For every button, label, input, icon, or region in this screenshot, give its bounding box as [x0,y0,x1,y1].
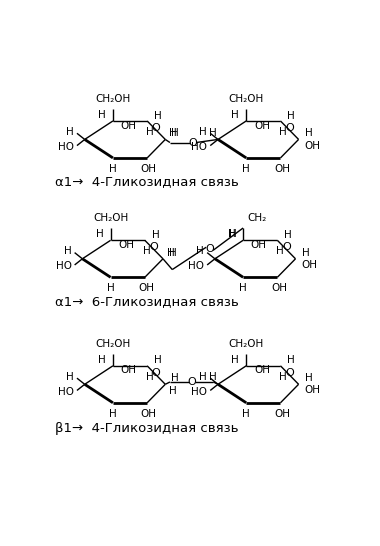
Text: H: H [98,110,106,120]
Text: H: H [209,372,217,382]
Text: H: H [169,248,177,258]
Text: α1→  6-Гликозидная связь: α1→ 6-Гликозидная связь [55,295,239,307]
Text: HO: HO [188,262,204,271]
Text: H: H [229,229,237,239]
Text: H: H [169,386,177,396]
Text: HO: HO [55,262,71,271]
Text: O: O [189,138,198,147]
Text: H: H [284,230,292,240]
Text: OH: OH [141,164,157,174]
Text: H: H [200,372,207,382]
Text: H: H [231,355,239,365]
Text: HO: HO [58,387,74,397]
Text: β1→  4-Гликозидная связь: β1→ 4-Гликозидная связь [55,423,239,436]
Text: CH₂OH: CH₂OH [93,213,128,223]
Text: OH: OH [305,385,321,395]
Text: OH: OH [302,260,318,270]
Text: H: H [107,283,114,293]
Text: H: H [196,246,204,256]
Text: OH: OH [305,141,321,151]
Text: H: H [228,229,236,239]
Text: H: H [209,128,217,138]
Text: OH: OH [271,283,287,293]
Text: H: H [146,127,154,137]
Text: H: H [109,409,117,419]
Text: H: H [287,355,295,365]
Text: OH: OH [274,164,290,174]
Text: O: O [152,123,161,133]
Text: OH: OH [141,409,157,419]
Text: OH: OH [254,121,270,130]
Text: OH: OH [251,240,267,250]
Text: CH₂OH: CH₂OH [95,94,131,104]
Text: H: H [276,246,283,257]
Text: HO: HO [58,142,74,152]
Text: HO: HO [191,387,207,397]
Text: H: H [305,373,312,383]
Text: H: H [200,127,207,136]
Text: H: H [143,246,151,257]
Text: H: H [154,111,162,121]
Text: O: O [187,377,196,387]
Text: OH: OH [254,365,270,376]
Text: H: H [154,355,162,365]
Text: OH: OH [121,365,137,376]
Text: H: H [231,110,239,120]
Text: H: H [171,128,179,138]
Text: CH₂OH: CH₂OH [229,94,264,104]
Text: H: H [64,246,71,256]
Text: CH₂OH: CH₂OH [95,339,131,349]
Text: H: H [152,230,160,240]
Text: OH: OH [118,240,135,250]
Text: H: H [66,372,74,382]
Text: H: H [96,229,104,239]
Text: H: H [239,283,247,293]
Text: H: H [302,248,309,258]
Text: H: H [287,111,295,121]
Text: OH: OH [121,121,137,130]
Text: O: O [282,242,291,252]
Text: H: H [279,372,287,382]
Text: HO: HO [191,142,207,152]
Text: H: H [109,164,117,174]
Text: H: H [242,164,250,174]
Text: H: H [242,409,250,419]
Text: O: O [150,242,158,252]
Text: H: H [98,355,106,365]
Text: O: O [285,123,294,133]
Text: H: H [167,248,174,258]
Text: CH₂: CH₂ [247,213,266,223]
Text: H: H [169,128,177,138]
Text: H: H [146,372,154,382]
Text: OH: OH [274,409,290,419]
Text: O: O [206,244,214,254]
Text: OH: OH [138,283,154,293]
Text: α1→  4-Гликозидная связь: α1→ 4-Гликозидная связь [55,175,239,188]
Text: O: O [152,368,161,378]
Text: H: H [171,373,179,383]
Text: O: O [285,368,294,378]
Text: H: H [305,128,312,138]
Text: H: H [279,127,287,137]
Text: CH₂OH: CH₂OH [229,339,264,349]
Text: H: H [66,127,74,136]
